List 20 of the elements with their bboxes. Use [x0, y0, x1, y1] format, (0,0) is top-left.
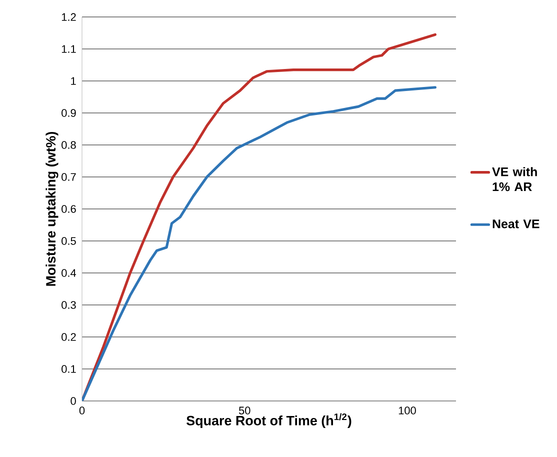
- x-tick-label: 50: [238, 406, 250, 414]
- y-tick-label: 1: [71, 77, 76, 85]
- y-tick-label: 0.3: [62, 301, 76, 309]
- y-tick-label: 0: [70, 397, 76, 405]
- y-tick-label: 1.1: [62, 45, 76, 53]
- y-tick-label: 0.1: [62, 365, 76, 373]
- legend-label: Neat VE: [492, 220, 540, 228]
- y-tick-label: 0.7: [62, 173, 76, 181]
- x-axis-title: Square Root of Time (h$^{1/2}$): [186, 413, 352, 428]
- y-axis-title: Moisture uptaking (wt%): [46, 132, 58, 286]
- y-tick-label: 1.2: [62, 13, 76, 21]
- y-tick-label: 0.2: [62, 333, 76, 341]
- legend-label: VE with 1% AR: [492, 167, 537, 192]
- y-tick-label: 0.8: [62, 141, 76, 149]
- x-tick-label: 100: [398, 406, 416, 414]
- x-tick-label: 0: [79, 406, 85, 414]
- y-tick-label: 0.6: [62, 205, 76, 213]
- y-tick-label: 0.5: [62, 237, 76, 245]
- y-tick-label: 0.4: [62, 269, 76, 277]
- y-tick-label: 0.9: [62, 109, 76, 117]
